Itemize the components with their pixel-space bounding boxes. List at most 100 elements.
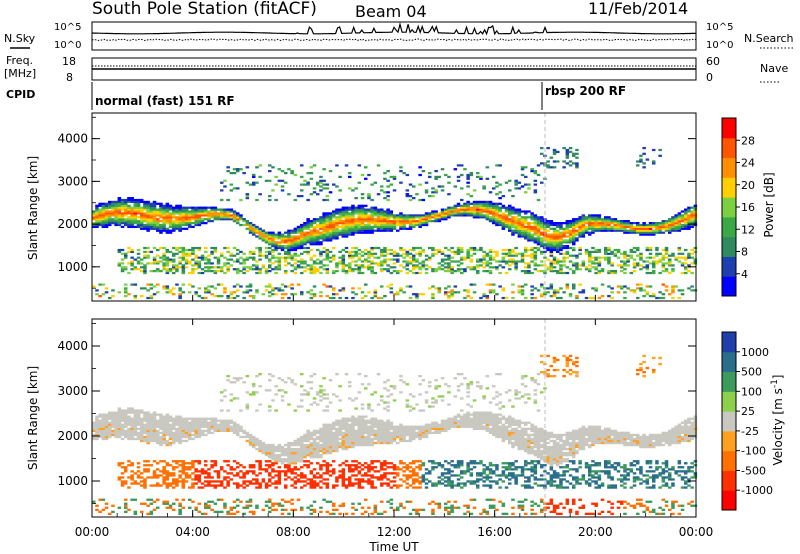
- power-cell: [280, 256, 285, 259]
- power-cell: [424, 271, 429, 275]
- power-cell: [114, 220, 118, 223]
- power-cell: [530, 233, 534, 236]
- power-cell: [255, 166, 259, 169]
- power-cell: [204, 214, 208, 217]
- power-cell: [405, 285, 410, 288]
- velocity-cell: [268, 409, 272, 412]
- power-cell: [645, 268, 650, 271]
- power-cell: [581, 225, 586, 229]
- power-cell: [655, 260, 659, 263]
- power-cell: [415, 296, 419, 300]
- power-cell: [642, 231, 646, 234]
- power-cell: [152, 262, 157, 265]
- velocity-cell: [188, 486, 192, 489]
- velocity-cell: [104, 417, 109, 420]
- power-cell: [156, 210, 160, 213]
- power-cell: [546, 268, 550, 271]
- power-cell: [290, 258, 294, 261]
- power-cell: [680, 223, 685, 227]
- power-cell: [367, 197, 371, 200]
- velocity-cell: [204, 504, 208, 507]
- power-cell: [485, 216, 490, 219]
- power-cell: [114, 200, 118, 204]
- velocity-cell: [290, 470, 294, 473]
- power-cell: [456, 202, 461, 205]
- velocity-cell: [200, 470, 205, 473]
- power-cell: [332, 246, 336, 250]
- velocity-cell: [204, 476, 208, 479]
- power-cell: [335, 227, 339, 230]
- velocity-cell: [255, 460, 259, 463]
- power-cell: [332, 210, 336, 213]
- power-cell: [98, 216, 102, 219]
- power-cell: [636, 254, 640, 257]
- power-cell: [338, 212, 342, 215]
- velocity-cell: [117, 429, 122, 433]
- power-cell: [658, 222, 662, 225]
- velocity-cell: [127, 411, 131, 414]
- power-cell: [120, 206, 125, 209]
- velocity-cell: [181, 427, 186, 431]
- power-cell: [354, 223, 358, 227]
- power-cell: [207, 266, 211, 269]
- noise-tick-bottom: 10^0: [54, 40, 81, 51]
- power-cell: [268, 264, 272, 267]
- velocity-cell: [101, 429, 106, 433]
- power-cell: [351, 254, 355, 257]
- power-cell: [636, 223, 640, 227]
- power-cell: [447, 208, 451, 211]
- power-cell: [332, 237, 336, 240]
- power-cell: [693, 258, 698, 261]
- power-cell: [472, 268, 477, 271]
- power-cell: [293, 258, 298, 261]
- power-cell: [188, 262, 192, 265]
- velocity-cell: [242, 435, 246, 439]
- velocity-cell: [114, 419, 118, 422]
- power-cell: [469, 172, 474, 175]
- power-cell: [149, 214, 154, 217]
- power-cell: [287, 193, 291, 196]
- power-cell: [488, 204, 493, 207]
- power-cell: [191, 225, 195, 229]
- power-cell: [220, 254, 224, 257]
- power-cell: [572, 222, 576, 225]
- power-cell: [344, 164, 349, 167]
- velocity-cell: [306, 431, 310, 435]
- power-cell: [152, 285, 157, 288]
- power-cell: [613, 229, 618, 232]
- velocity-cell: [133, 423, 138, 426]
- power-cell: [428, 266, 432, 269]
- power-cell: [370, 227, 374, 230]
- velocity-cell: [290, 452, 294, 455]
- power-cell: [607, 222, 611, 225]
- power-cell: [364, 208, 368, 211]
- power-cell: [568, 235, 573, 238]
- power-cell: [303, 225, 307, 229]
- power-cell: [677, 248, 682, 252]
- velocity-cell: [191, 484, 195, 487]
- power-cell: [421, 260, 426, 263]
- power-cell: [188, 218, 192, 221]
- power-cell: [223, 216, 227, 219]
- velocity-cell: [271, 452, 275, 455]
- power-cell: [111, 214, 115, 217]
- power-cell: [520, 231, 525, 234]
- velocity-cell: [172, 425, 176, 428]
- power-cell: [348, 270, 352, 273]
- power-cell: [540, 227, 544, 230]
- velocity-cell: [245, 500, 250, 503]
- power-cell: [220, 252, 224, 255]
- power-cell: [549, 252, 554, 255]
- velocity-cell: [143, 470, 147, 473]
- power-cell: [162, 229, 166, 232]
- power-cell: [367, 210, 371, 213]
- power-cell: [383, 220, 387, 223]
- velocity-cell: [226, 421, 230, 424]
- power-cell: [309, 237, 314, 240]
- power-cell: [684, 271, 688, 275]
- velocity-cell: [104, 423, 109, 426]
- power-cell: [616, 220, 621, 223]
- velocity-cell: [309, 482, 314, 485]
- power-cell: [245, 289, 250, 292]
- power-cell: [380, 220, 384, 223]
